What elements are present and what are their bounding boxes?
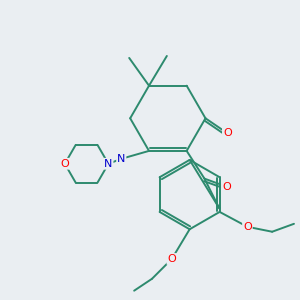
Text: O: O (60, 159, 69, 169)
Text: O: O (167, 254, 176, 264)
Text: O: O (243, 222, 252, 232)
Text: O: O (222, 182, 231, 192)
Text: N: N (104, 159, 112, 169)
Text: O: O (223, 128, 232, 138)
Text: N: N (117, 154, 125, 164)
